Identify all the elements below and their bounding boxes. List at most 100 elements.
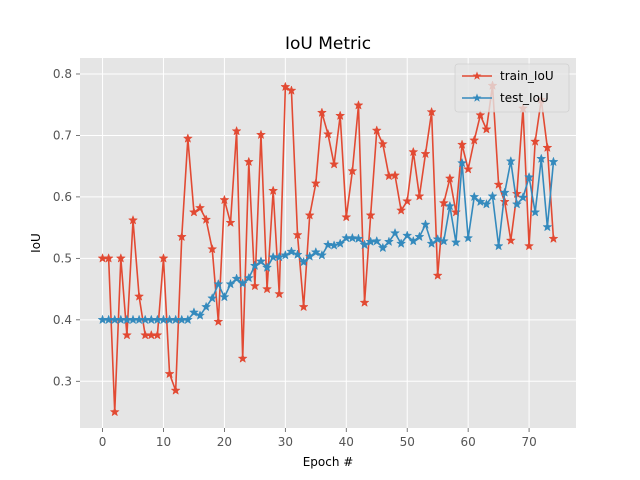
x-tick-label: 60 [461, 435, 476, 449]
data-point-test_IoU [426, 238, 437, 248]
data-point-train_IoU [359, 297, 370, 307]
y-tick-label: 0.4 [53, 313, 72, 327]
data-point-train_IoU [231, 125, 242, 136]
data-point-test_IoU [499, 187, 510, 197]
y-tick-label: 0.7 [53, 128, 72, 142]
data-point-train_IoU [201, 214, 212, 224]
data-point-train_IoU [188, 206, 199, 217]
data-point-train_IoU [109, 406, 120, 417]
data-point-test_IoU [536, 153, 547, 164]
data-point-test_IoU [420, 219, 431, 229]
data-point-train_IoU [304, 210, 315, 220]
chart-title: IoU Metric [285, 34, 371, 54]
data-point-test_IoU [249, 260, 260, 271]
data-point-train_IoU [463, 163, 474, 174]
data-point-train_IoU [353, 100, 364, 110]
data-point-test_IoU [329, 240, 340, 250]
data-point-train_IoU [335, 110, 346, 121]
data-point-test_IoU [530, 206, 541, 217]
data-point-train_IoU [115, 253, 126, 263]
data-point-test_IoU [280, 249, 291, 260]
x-tick-label: 10 [156, 435, 171, 449]
data-point-test_IoU [505, 155, 516, 166]
data-point-test_IoU [475, 196, 486, 207]
data-point-train_IoU [310, 178, 321, 188]
y-tick-label: 0.6 [53, 190, 72, 204]
data-point-train_IoU [377, 138, 388, 149]
data-point-test_IoU [304, 251, 315, 261]
data-point-test_IoU [255, 256, 267, 266]
data-point-train_IoU [127, 214, 139, 225]
data-point-train_IoU [457, 139, 468, 149]
data-point-train_IoU [347, 165, 358, 176]
data-point-train_IoU [213, 316, 224, 326]
data-point-train_IoU [268, 185, 279, 196]
data-point-train_IoU [219, 194, 230, 205]
series-test_IoU [97, 153, 559, 325]
data-point-train_IoU [420, 148, 431, 159]
data-point-train_IoU [438, 197, 449, 208]
data-point-test_IoU [371, 235, 382, 246]
data-point-test_IoU [231, 273, 242, 283]
data-point-train_IoU [322, 128, 334, 139]
data-point-train_IoU [274, 288, 285, 299]
data-point-train_IoU [365, 210, 376, 220]
data-point-test_IoU [524, 171, 535, 182]
data-point-train_IoU [243, 156, 254, 167]
data-point-train_IoU [396, 205, 407, 215]
x-tick-label: 30 [278, 435, 293, 449]
data-point-train_IoU [341, 211, 352, 222]
data-point-test_IoU [517, 192, 529, 202]
data-point-train_IoU [329, 159, 340, 169]
data-point-train_IoU [524, 240, 535, 251]
data-point-test_IoU [389, 227, 401, 238]
x-tick-label: 0 [99, 435, 107, 449]
data-point-test_IoU [444, 200, 455, 211]
data-point-test_IoU [542, 221, 553, 232]
data-point-train_IoU [286, 85, 297, 95]
data-point-test_IoU [207, 293, 218, 303]
data-point-test_IoU [463, 232, 474, 243]
data-point-train_IoU [389, 170, 401, 180]
y-tick-label: 0.8 [53, 67, 72, 81]
data-point-test_IoU [310, 246, 321, 257]
series-train_IoU [97, 80, 559, 417]
data-point-train_IoU [426, 106, 437, 117]
data-point-train_IoU [298, 301, 309, 312]
data-point-train_IoU [414, 190, 425, 201]
x-tick-label: 70 [521, 435, 536, 449]
data-point-test_IoU [292, 249, 303, 259]
data-point-train_IoU [316, 107, 327, 117]
data-point-test_IoU [262, 262, 273, 272]
data-point-train_IoU [511, 188, 522, 199]
y-axis-label: IoU [29, 233, 43, 253]
data-point-train_IoU [121, 329, 132, 340]
data-point-test_IoU [414, 231, 425, 242]
data-point-train_IoU [225, 217, 236, 228]
data-point-train_IoU [444, 173, 455, 183]
data-point-train_IoU [207, 243, 218, 254]
data-point-test_IoU [548, 156, 559, 167]
data-point-test_IoU [194, 310, 206, 320]
data-point-train_IoU [237, 353, 248, 363]
data-point-train_IoU [262, 283, 273, 294]
data-point-train_IoU [450, 206, 462, 217]
data-point-test_IoU [188, 307, 199, 317]
x-tick-label: 20 [217, 435, 232, 449]
data-point-test_IoU [469, 191, 480, 202]
data-point-train_IoU [164, 368, 175, 379]
data-point-train_IoU [152, 329, 163, 340]
data-point-test_IoU [432, 233, 443, 244]
data-point-train_IoU [469, 135, 480, 145]
x-tick-label: 40 [339, 435, 354, 449]
data-point-train_IoU [371, 125, 382, 135]
x-axis-label: Epoch # [303, 455, 354, 469]
data-point-test_IoU [359, 239, 370, 250]
data-point-train_IoU [542, 142, 553, 153]
legend: train_IoU test_IoU [454, 63, 570, 113]
data-point-test_IoU [182, 314, 193, 325]
data-point-test_IoU [347, 232, 358, 243]
data-point-train_IoU [402, 195, 413, 206]
data-point-train_IoU [158, 253, 169, 263]
